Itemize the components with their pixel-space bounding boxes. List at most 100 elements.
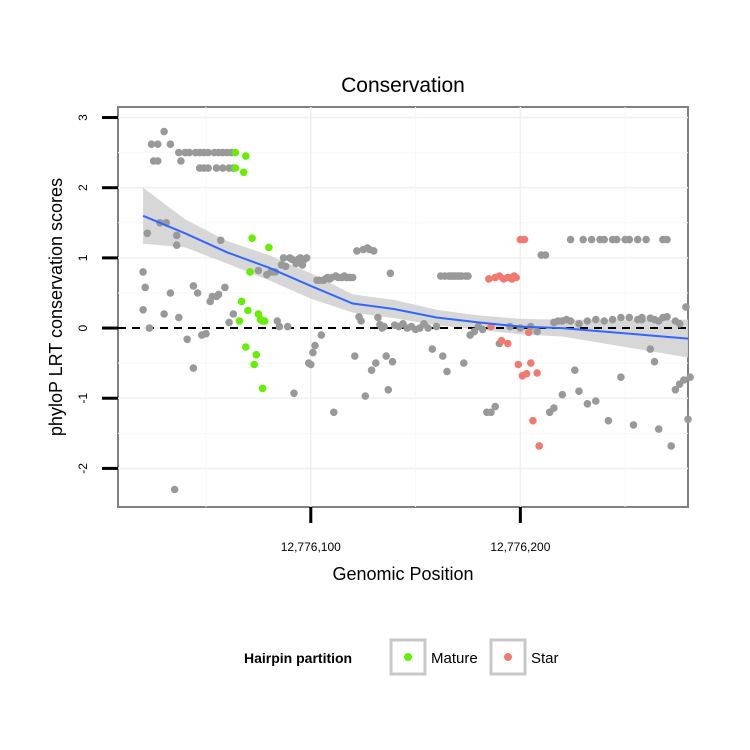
data-point-other — [604, 416, 613, 425]
data-point-other — [143, 229, 152, 238]
data-point-other — [571, 366, 579, 375]
data-point-mature — [231, 148, 240, 157]
data-point-mature — [260, 317, 269, 325]
data-point-other — [680, 376, 688, 384]
data-point-other — [357, 317, 365, 325]
data-point-mature — [246, 268, 254, 276]
data-point-star — [522, 369, 531, 378]
data-point-other — [177, 157, 185, 165]
data-point-other — [281, 262, 290, 271]
data-point-star — [524, 328, 533, 337]
data-point-mature — [242, 152, 250, 160]
data-point-other — [139, 268, 147, 276]
data-point-other — [654, 425, 663, 433]
data-point-other — [166, 289, 175, 297]
data-point-other — [382, 352, 391, 360]
data-point-other — [558, 317, 567, 325]
y-tick-label: 3 — [76, 114, 90, 121]
data-point-other — [204, 148, 212, 157]
data-point-other — [160, 127, 168, 136]
data-point-other — [566, 317, 575, 325]
data-point-other — [550, 404, 558, 412]
legend-label-star: Star — [531, 650, 559, 667]
data-point-other — [212, 164, 221, 172]
loess-smooth-line — [142, 214, 689, 340]
data-point-other — [374, 313, 382, 322]
legend-key-mature — [389, 638, 427, 676]
data-point-other — [154, 140, 162, 148]
data-point-other — [219, 164, 227, 172]
series-star — [485, 235, 543, 450]
data-point-star — [504, 339, 512, 348]
data-point-other — [172, 241, 181, 249]
data-point-other — [185, 148, 194, 157]
data-point-other — [592, 397, 600, 405]
data-point-star — [529, 416, 537, 425]
data-point-star — [485, 275, 493, 283]
data-point-other — [204, 164, 212, 172]
data-point-other — [633, 315, 642, 324]
data-point-other — [175, 148, 183, 157]
data-point-other — [470, 327, 479, 336]
data-point-other — [629, 421, 638, 429]
data-point-other — [147, 140, 156, 148]
x-axis-label: Genomic Position — [332, 564, 473, 584]
data-point-other — [189, 282, 198, 290]
data-point-other — [139, 306, 147, 314]
data-point-other — [558, 390, 567, 399]
data-point-other — [216, 236, 225, 245]
data-point-other — [675, 320, 684, 328]
data-point-other — [160, 310, 168, 318]
data-point-other — [592, 315, 600, 324]
data-point-other — [369, 247, 378, 255]
data-point-other — [587, 235, 596, 244]
data-point-other — [330, 408, 338, 417]
data-point-mature — [237, 297, 246, 306]
data-point-other — [141, 283, 149, 292]
data-point-other — [202, 329, 210, 338]
data-point-other — [384, 386, 393, 394]
data-point-star — [533, 369, 541, 377]
data-point-other — [533, 327, 541, 336]
data-point-star — [535, 442, 543, 450]
data-point-other — [290, 389, 298, 398]
legend-marker-star — [504, 653, 512, 661]
data-point-other — [172, 231, 181, 240]
x-tick-label: 12,776,200 — [490, 540, 550, 554]
data-point-other — [154, 157, 162, 165]
data-point-other — [646, 345, 655, 353]
legend: Hairpin partition Mature Star — [244, 638, 559, 676]
data-point-other — [443, 367, 451, 376]
data-point-mature — [231, 164, 240, 172]
data-point-other — [348, 273, 357, 282]
data-point-other — [575, 387, 583, 396]
data-point-other — [487, 408, 495, 417]
data-point-star — [508, 273, 516, 282]
chart-title: Conservation — [341, 74, 465, 97]
data-points — [139, 127, 694, 494]
data-point-other — [380, 322, 388, 331]
data-point-other — [478, 325, 487, 334]
data-point-other — [464, 272, 472, 280]
data-point-other — [189, 364, 198, 372]
data-point-other — [583, 317, 592, 325]
data-point-other — [170, 485, 179, 494]
data-point-mature — [258, 384, 267, 393]
data-point-other — [600, 235, 608, 244]
x-tick-label: 12,776,100 — [281, 540, 341, 554]
data-point-other — [550, 318, 558, 327]
data-point-other — [617, 373, 625, 382]
data-point-star — [527, 359, 535, 367]
data-point-other — [650, 315, 659, 324]
series-other — [139, 127, 694, 494]
data-point-other — [541, 251, 550, 259]
data-point-other — [583, 400, 592, 408]
data-point-other — [166, 140, 175, 148]
legend-marker-mature — [404, 653, 412, 661]
data-point-other — [254, 266, 263, 275]
data-point-star — [520, 235, 529, 244]
data-point-other — [659, 313, 667, 322]
data-point-other — [317, 331, 326, 339]
y-axis-label: phyloP LRT conservation scores — [46, 178, 66, 436]
